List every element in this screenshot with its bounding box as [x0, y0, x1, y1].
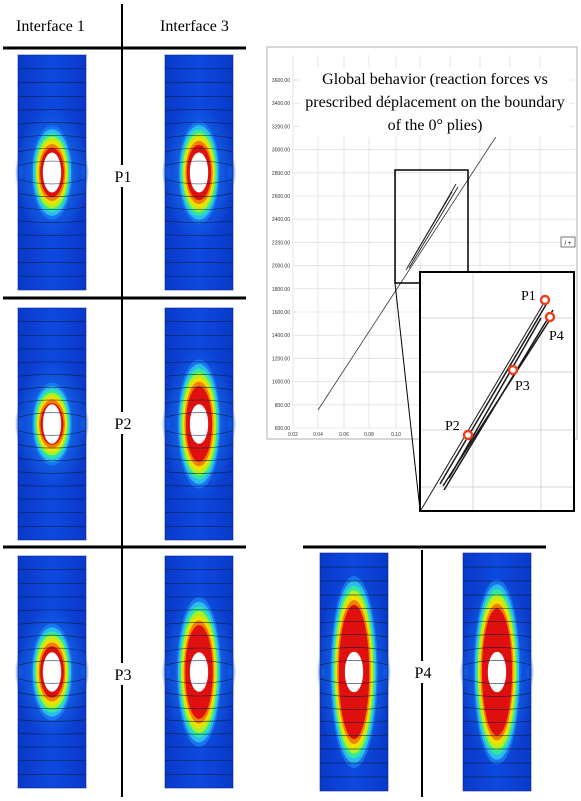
y-tick-label: 3600.00 — [272, 78, 290, 84]
hole-p4-interface-1 — [345, 652, 363, 692]
row-label-p3: P3 — [115, 667, 132, 684]
y-tick-label: 2800.00 — [272, 171, 290, 177]
header-interface-3: Interface 3 — [160, 18, 229, 36]
row-label-p4: P4 — [415, 665, 432, 682]
point-label-p3: P3 — [515, 379, 530, 394]
specimen-p3-interface-1 — [15, 556, 90, 788]
y-tick-label: 1800.00 — [272, 287, 290, 293]
y-tick-label: 3400.00 — [272, 101, 290, 107]
x-tick-label: 0.02 — [288, 432, 298, 438]
y-tick-label: 1200.00 — [272, 356, 290, 362]
hole-p2-interface-3 — [190, 404, 208, 443]
y-tick-label: 1400.00 — [272, 333, 290, 339]
legend-box: / + — [561, 237, 575, 247]
specimen-p1-interface-1 — [15, 55, 90, 290]
graph-caption: Global behavior (reaction forces vs pres… — [300, 68, 570, 137]
y-tick-label: 2600.00 — [272, 194, 290, 200]
x-tick-label: 0.10 — [391, 432, 401, 438]
hole-p1-interface-3 — [190, 153, 208, 193]
specimen-p4-interface-3 — [460, 553, 535, 791]
y-tick-label: 1600.00 — [272, 310, 290, 316]
point-marker-p2 — [464, 431, 472, 439]
y-tick-label: 2200.00 — [272, 240, 290, 246]
specimen-p1-interface-3 — [162, 55, 237, 290]
hole-p3-interface-3 — [190, 652, 208, 691]
y-tick-label: 3200.00 — [272, 124, 290, 130]
x-tick-label: 0.08 — [364, 432, 374, 438]
point-marker-p3 — [509, 366, 517, 374]
point-label-p2: P2 — [445, 419, 460, 434]
specimen-p2-interface-3 — [162, 308, 237, 540]
specimen-p2-interface-1 — [15, 308, 90, 540]
row-label-p1: P1 — [115, 169, 132, 186]
legend-symbol: / + — [565, 241, 572, 247]
inset-frame — [420, 272, 574, 511]
header-interface-1: Interface 1 — [16, 18, 85, 36]
zoom-inset: P1 P4 P3 P2 — [395, 272, 574, 511]
x-tick-label: 0.06 — [339, 432, 349, 438]
point-label-p4: P4 — [549, 329, 564, 344]
x-tick-label: 0.04 — [313, 432, 323, 438]
point-marker-p1 — [541, 296, 549, 304]
row-label-p2: P2 — [115, 416, 132, 433]
y-tick-label: 1000.00 — [272, 380, 290, 386]
y-tick-label: 800.00 — [275, 403, 291, 409]
hole-p1-interface-1 — [43, 153, 61, 193]
hole-p4-interface-3 — [488, 652, 506, 692]
point-marker-p4 — [546, 313, 554, 321]
specimen-p3-interface-3 — [162, 556, 237, 788]
specimen-p4-interface-1 — [317, 553, 392, 791]
hole-p3-interface-1 — [43, 652, 61, 691]
hole-p2-interface-1 — [43, 404, 61, 443]
y-tick-label: 2000.00 — [272, 264, 290, 270]
y-tick-label: 2400.00 — [272, 217, 290, 223]
point-label-p1: P1 — [521, 289, 536, 304]
y-tick-label: 3000.00 — [272, 148, 290, 154]
